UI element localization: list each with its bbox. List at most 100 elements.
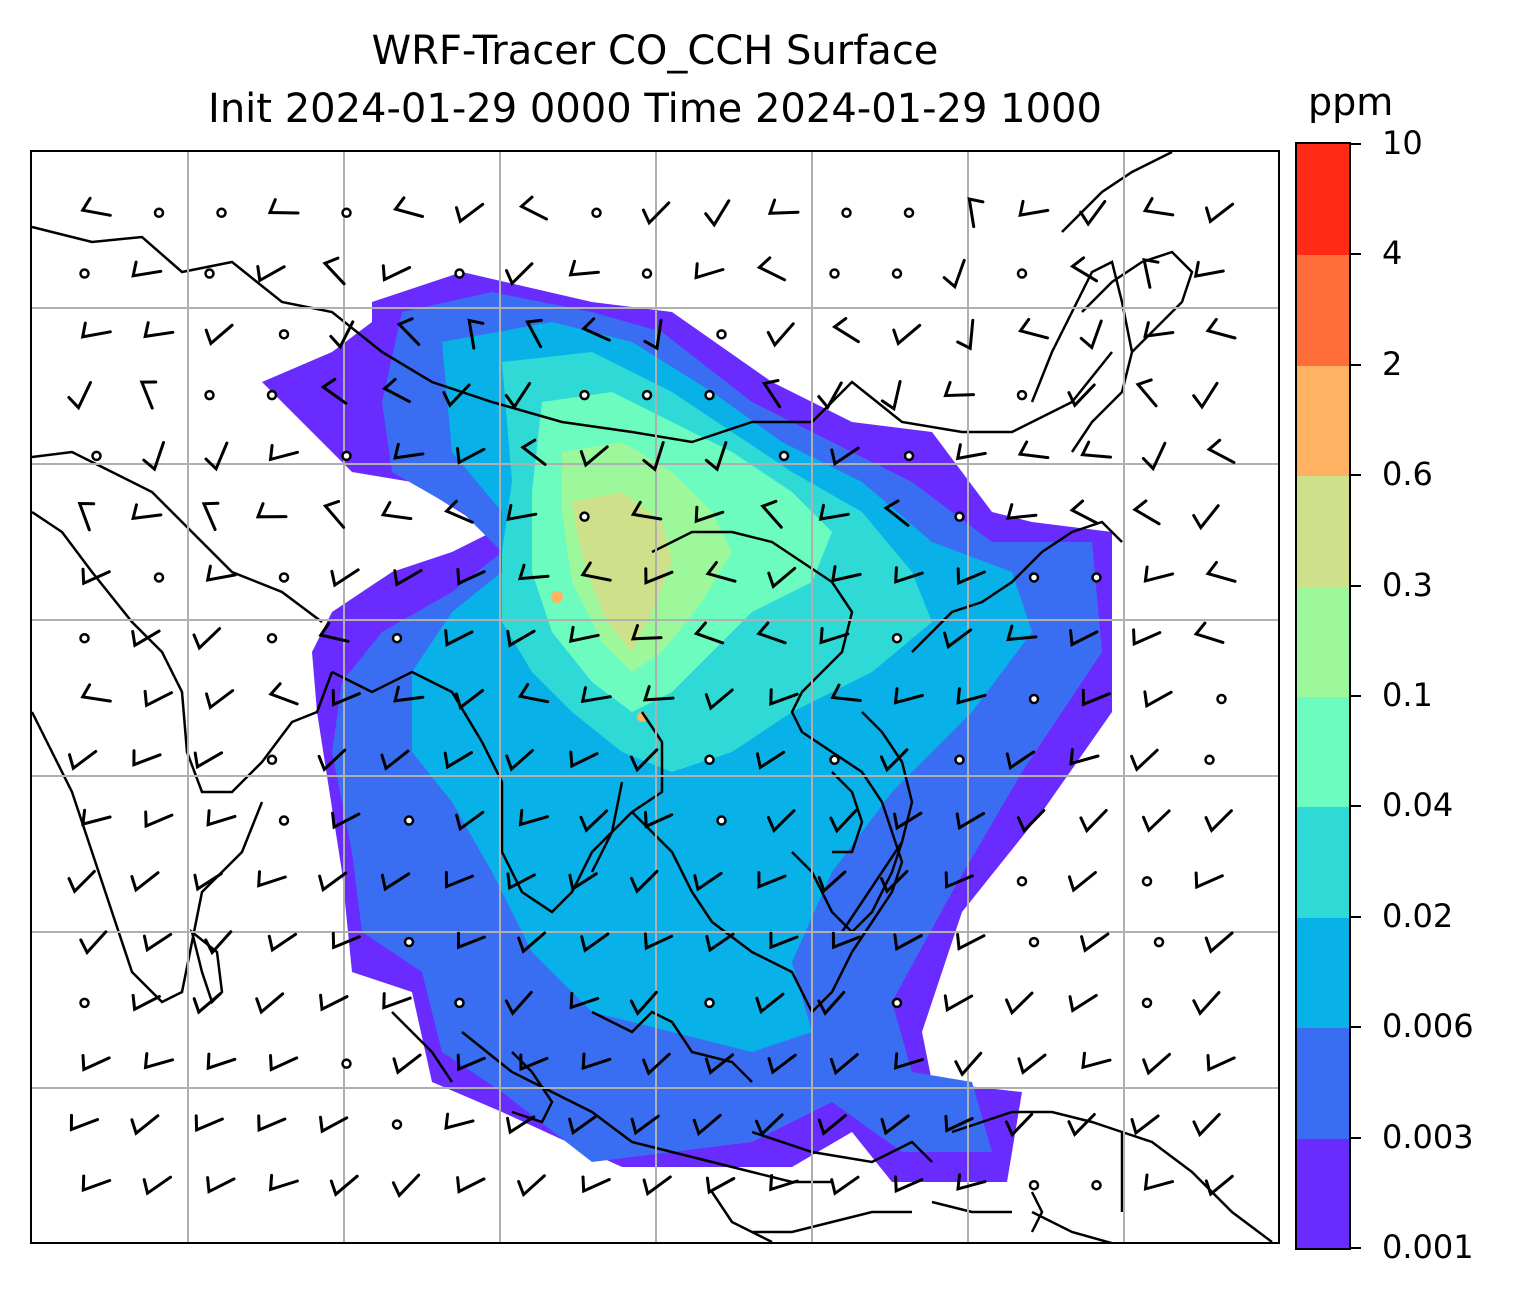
wind-barb	[1143, 565, 1175, 583]
wind-barb	[442, 383, 471, 408]
wind-barb	[255, 502, 288, 519]
wind-barb	[517, 1174, 546, 1198]
wind-barb	[1080, 440, 1112, 459]
wind-barb	[766, 322, 795, 348]
wind-barb	[1142, 1052, 1171, 1076]
wind-barb	[1079, 200, 1107, 227]
wind-barb	[705, 932, 735, 953]
wind-barb	[580, 561, 612, 582]
wind-barb	[1192, 381, 1219, 410]
wind-barb	[139, 380, 158, 410]
wind-barb	[955, 443, 987, 461]
colorbar-tick-label: 0.02	[1382, 896, 1454, 935]
wind-barb	[525, 318, 543, 349]
calm-marker	[1204, 754, 1215, 766]
wind-barb	[506, 872, 536, 891]
wind-barb	[322, 256, 346, 286]
wind-barb	[644, 567, 674, 585]
wind-barb	[206, 1052, 237, 1071]
wind-barb	[830, 446, 860, 467]
wind-barb	[568, 625, 600, 644]
wind-barb	[392, 1053, 422, 1075]
wind-barb	[257, 870, 287, 888]
wind-barb	[704, 1053, 734, 1075]
calm-marker	[641, 268, 653, 279]
wind-barb	[142, 441, 165, 472]
wind-barb	[131, 503, 163, 521]
calm-marker	[778, 450, 790, 462]
wind-barb	[396, 317, 421, 346]
calm-marker	[454, 997, 465, 1009]
colorbar-tick-label: 10	[1382, 124, 1423, 162]
wind-barb	[642, 1175, 672, 1197]
calm-marker	[829, 754, 840, 766]
wind-barb	[643, 319, 663, 351]
wind-barb	[755, 750, 786, 770]
wind-barb	[520, 438, 547, 466]
wind-barb	[518, 195, 548, 221]
wind-barb	[455, 810, 485, 832]
wind-barb	[255, 992, 285, 1015]
wind-barb	[769, 931, 799, 950]
colorbar-segment	[1297, 696, 1349, 808]
wind-barb	[380, 749, 410, 771]
wind-barb	[504, 990, 533, 1016]
wind-barb	[944, 871, 974, 889]
wind-barb	[518, 809, 549, 827]
wind-barb	[192, 627, 222, 651]
colorbar-tick-label: 0.1	[1382, 676, 1433, 714]
wind-barb	[504, 381, 532, 410]
calm-marker	[716, 329, 727, 340]
calm-marker	[641, 389, 653, 401]
wind-barb	[1204, 809, 1233, 834]
wind-barb	[581, 1052, 612, 1071]
calm-marker	[903, 450, 915, 462]
wind-barb	[1135, 378, 1158, 408]
wind-barb	[1192, 504, 1220, 531]
wind-barb	[130, 1114, 160, 1136]
wind-barb	[381, 264, 412, 282]
wind-barb	[830, 565, 862, 583]
wind-barb	[956, 1173, 987, 1191]
tracer-concentration-field	[262, 272, 1112, 1182]
plume-hotspot	[551, 591, 563, 603]
wind-barb	[831, 931, 861, 950]
wind-barb	[1205, 317, 1237, 340]
wind-barb	[642, 441, 665, 472]
calm-marker	[1153, 936, 1165, 948]
wind-barb	[130, 871, 160, 893]
wind-barb	[568, 1114, 598, 1136]
colorbar-tick	[1351, 253, 1361, 256]
wind-barb	[1206, 438, 1236, 464]
wind-barb	[880, 1114, 910, 1136]
wind-barb	[80, 321, 112, 339]
colorbar-tick	[1351, 805, 1361, 808]
wind-barb	[756, 256, 787, 282]
wind-barb	[767, 1053, 797, 1075]
wind-barb	[67, 869, 96, 894]
wind-barb	[1068, 993, 1098, 1013]
colorbar-segment	[1297, 1137, 1349, 1248]
colorbar-segment	[1297, 585, 1349, 697]
calm-marker	[591, 207, 602, 219]
colorbar-unit-label: ppm	[1308, 80, 1394, 124]
wind-barb	[1205, 560, 1237, 583]
calm-marker	[891, 997, 903, 1009]
calm-marker	[1028, 693, 1040, 705]
wind-barb	[142, 1175, 172, 1196]
wind-barb	[704, 199, 731, 228]
wind-barb	[818, 503, 850, 521]
colorbar-segment	[1297, 1027, 1349, 1139]
calm-marker	[829, 268, 840, 279]
calm-marker	[216, 207, 227, 219]
colorbar-tick	[1351, 1247, 1361, 1249]
wind-barb	[831, 317, 860, 344]
wind-barb	[944, 1114, 974, 1133]
wind-barb	[1018, 317, 1049, 340]
calm-marker	[1091, 1179, 1102, 1191]
wind-barb	[506, 503, 538, 522]
wind-barb	[1006, 624, 1038, 642]
wind-barb	[81, 567, 111, 586]
wind-barb	[519, 1053, 549, 1072]
wind-barb	[194, 1114, 224, 1133]
